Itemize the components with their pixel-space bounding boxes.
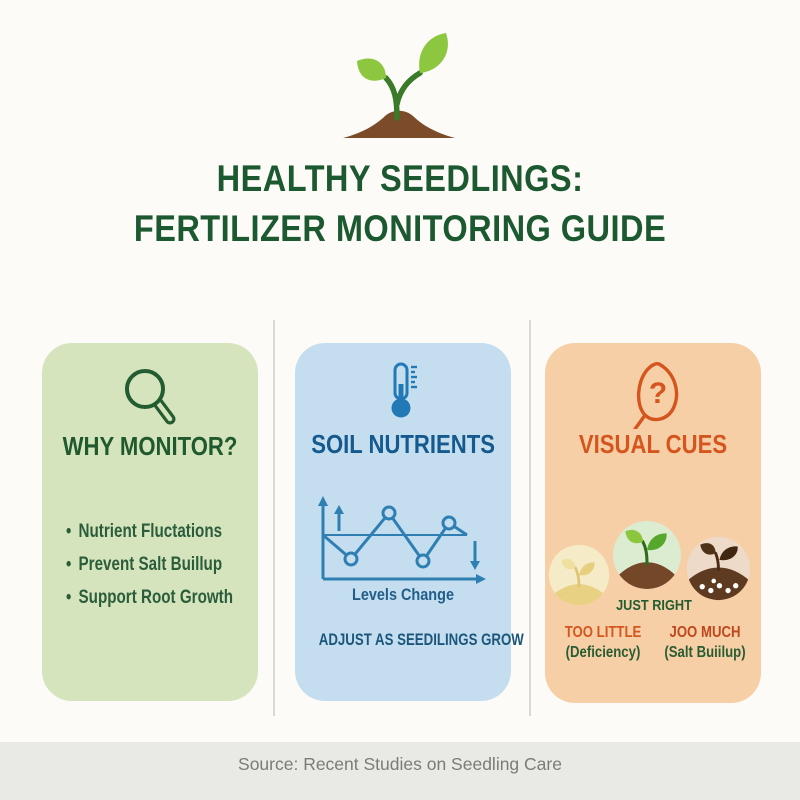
too-little-sublabel: (Deficiency) (565, 644, 641, 661)
why-monitor-heading: WHY MONITOR? (62, 431, 238, 461)
bullet-label: Support Root Growth (78, 587, 234, 608)
page-title-line2: FERTILIZER MONITORING GUIDE (133, 208, 667, 249)
chart-caption: Levels Change (352, 585, 454, 604)
bullet-item: • Nutrient Fluctations (66, 515, 233, 548)
svg-text:?: ? (649, 377, 667, 410)
page-title: HEALTHY SEEDLINGS: FERTILIZER MONITORING… (0, 154, 800, 254)
visual-cues-heading: VISUAL CUES (578, 429, 728, 459)
column-divider-left (273, 320, 275, 716)
levels-chart-icon (318, 496, 486, 584)
pale-seedling-icon (548, 544, 610, 606)
page-title-line1: HEALTHY SEEDLINGS: (216, 158, 584, 199)
adjust-note: ADJUST AS SEEDILINGS GROW (318, 630, 524, 649)
column-divider-right (529, 320, 531, 716)
bullet-label: Prevent Salt Buillup (78, 554, 223, 575)
bullet-dot: • (66, 554, 72, 575)
bullet-item: • Support Root Growth (66, 581, 233, 614)
footer-bar: Source: Recent Studies on Seedling Care (0, 742, 800, 800)
healthy-seedling-icon (613, 521, 681, 589)
why-monitor-bullet-list: • Nutrient Fluctations • Prevent Salt Bu… (66, 515, 275, 614)
status-too-much: JOO MUCH (Salt Buiilup) (647, 622, 763, 663)
source-text: Source: Recent Studies on Seedling Care (238, 754, 562, 774)
bullet-dot: • (66, 521, 72, 542)
too-little-label: TOO LITTLE (564, 624, 642, 641)
too-much-sublabel: (Salt Buiilup) (664, 644, 746, 661)
bullet-dot: • (66, 587, 72, 608)
card-soil-nutrients: SOIL NUTRIENTS Levels Change ADJUST AS S… (295, 343, 524, 701)
soil-nutrients-heading: SOIL NUTRIENTS (311, 429, 495, 459)
thermometer-icon (391, 362, 417, 418)
too-much-label: JOO MUCH (669, 624, 741, 641)
card-visual-cues: ? VISUAL CUES (545, 343, 761, 703)
salt-buildup-seedling-icon (686, 536, 751, 601)
bullet-label: Nutrient Fluctations (78, 521, 223, 542)
card-why-monitor: WHY MONITOR? • Nutrient Fluctations • Pr… (42, 343, 258, 701)
just-right-label: JUST RIGHT (616, 597, 692, 614)
bullet-item: • Prevent Salt Buillup (66, 548, 233, 581)
leaf-question-icon: ? (633, 362, 679, 429)
status-too-little: TOO LITTLE (Deficiency) (545, 622, 661, 663)
magnifier-icon (125, 369, 176, 425)
seedling-icon (343, 33, 455, 138)
